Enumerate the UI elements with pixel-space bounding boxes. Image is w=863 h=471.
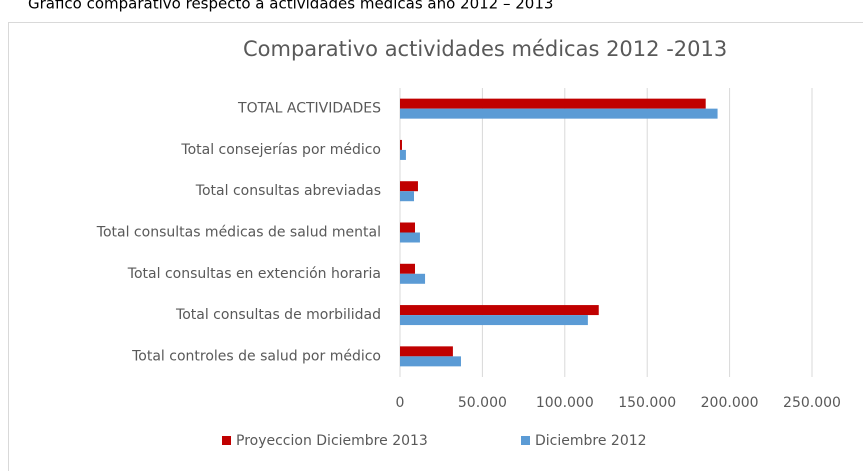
bar bbox=[400, 305, 599, 316]
bar bbox=[400, 191, 415, 202]
x-tick-label: 50.000 bbox=[458, 395, 507, 411]
y-tick-label: TOTAL ACTIVIDADES bbox=[237, 101, 381, 117]
legend-swatch bbox=[521, 436, 530, 445]
legend-label: Diciembre 2012 bbox=[535, 433, 647, 449]
bar bbox=[400, 98, 706, 109]
x-tick-label: 200.000 bbox=[701, 395, 759, 411]
bar bbox=[400, 356, 461, 367]
bar bbox=[400, 273, 426, 284]
y-tick-label: Total consultas médicas de salud mental bbox=[96, 225, 381, 241]
bar bbox=[400, 139, 402, 150]
bar bbox=[400, 232, 420, 243]
legend-label: Proyeccion Diciembre 2013 bbox=[236, 433, 428, 449]
chart-title: Comparativo actividades médicas 2012 -20… bbox=[243, 37, 727, 61]
legend-swatch bbox=[222, 436, 231, 445]
y-tick-label: Total controles de salud por médico bbox=[131, 348, 381, 364]
bar bbox=[400, 108, 718, 119]
bar bbox=[400, 346, 453, 357]
bar bbox=[400, 263, 415, 274]
bar bbox=[400, 315, 588, 326]
x-tick-label: 250.000 bbox=[783, 395, 841, 411]
y-tick-label: Total consejerías por médico bbox=[180, 142, 381, 158]
chart-frame bbox=[8, 22, 863, 471]
heading: Gráfico comparativo respecto a actividad… bbox=[28, 0, 553, 13]
y-tick-label: Total consultas abreviadas bbox=[195, 183, 381, 199]
bar bbox=[400, 222, 415, 233]
y-tick-label: Total consultas en extención horaria bbox=[127, 266, 381, 282]
x-tick-label: 0 bbox=[396, 395, 405, 411]
x-tick-label: 150.000 bbox=[618, 395, 676, 411]
bar bbox=[400, 149, 406, 160]
x-tick-label: 100.000 bbox=[536, 395, 594, 411]
y-tick-label: Total consultas de morbilidad bbox=[175, 307, 381, 323]
bar bbox=[400, 181, 418, 192]
